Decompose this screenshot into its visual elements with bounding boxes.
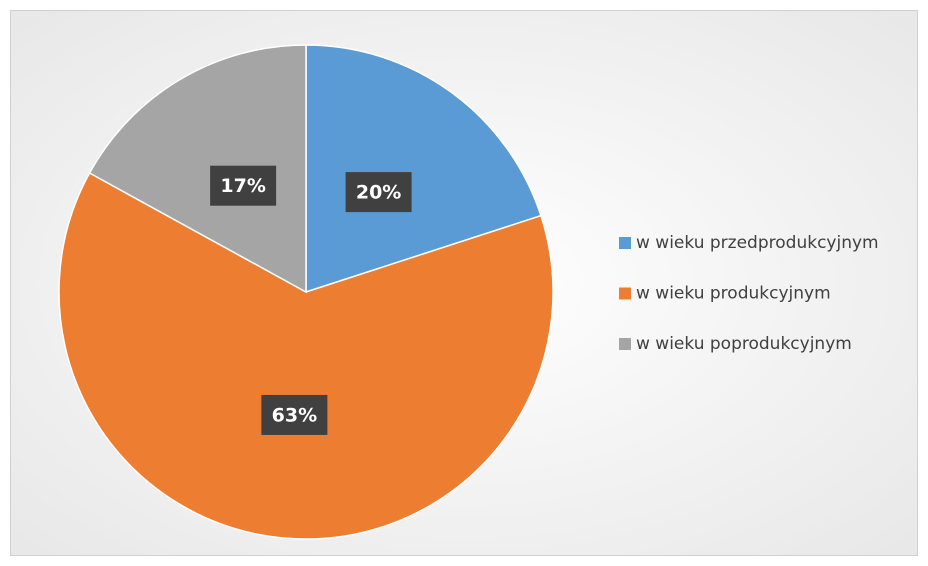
value-label-box [261,394,328,435]
legend-swatch [619,338,631,350]
pie-slice [88,44,307,294]
pie-slice [58,171,554,540]
value-label-box [210,165,277,206]
legend-swatch [619,237,631,249]
value-label-box [345,172,412,213]
legend-label: w wieku produkcyjnym [636,284,831,304]
pie [58,44,554,540]
pie-slice [305,44,542,294]
legend-label: w wieku przedprodukcyjnym [636,233,879,253]
value-label: 20% [356,182,401,204]
legend: w wieku przedprodukcyjnym w wieku produkc… [619,233,879,354]
legend-swatch [619,287,631,300]
legend-label: w wieku poprodukcyjnym [636,334,852,354]
value-labels: 20% 63% 17% [210,165,412,435]
value-label: 17% [220,175,265,197]
value-label: 63% [272,404,317,426]
